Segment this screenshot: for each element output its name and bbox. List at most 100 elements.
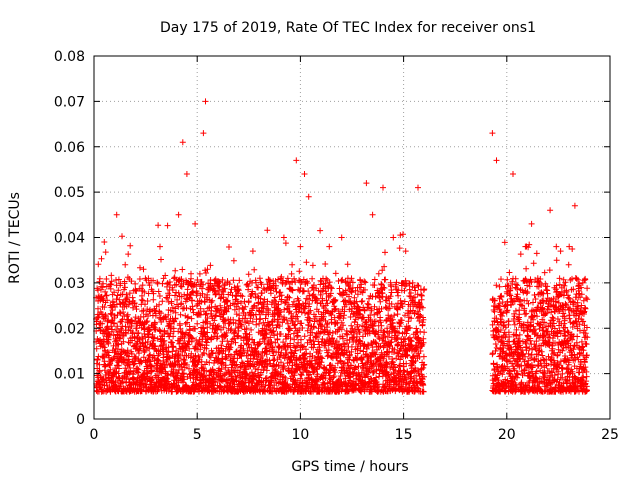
roti-point <box>249 361 256 368</box>
x-tick-label: 5 <box>193 427 202 443</box>
y-tick-label: 0.08 <box>54 49 85 65</box>
roti-point <box>208 334 215 341</box>
roti-point <box>584 334 591 341</box>
roti-point <box>231 284 238 291</box>
roti-point <box>243 325 250 332</box>
roti-point <box>130 298 137 304</box>
grid-layer <box>94 56 610 419</box>
roti-point <box>280 234 287 241</box>
x-tick-label: 10 <box>291 427 309 443</box>
x-tick-label: 25 <box>601 427 619 443</box>
roti-point <box>268 338 275 345</box>
roti-point <box>553 243 560 250</box>
roti-point <box>363 180 370 187</box>
y-tick-label: 0.05 <box>54 185 85 201</box>
roti-point <box>559 302 566 309</box>
roti-point <box>285 320 291 327</box>
roti-point <box>516 307 523 314</box>
roti-point <box>489 130 496 137</box>
y-tick-label: 0.02 <box>54 321 85 337</box>
roti-point <box>380 184 386 191</box>
y-tick-label: 0.03 <box>54 276 85 292</box>
x-tick-label: 15 <box>395 427 413 443</box>
roti-point <box>134 320 141 327</box>
roti-point <box>402 248 409 255</box>
roti-point <box>192 220 199 227</box>
roti-point <box>344 275 351 282</box>
roti-point <box>313 334 320 341</box>
roti-point <box>101 239 108 245</box>
roti-point <box>390 234 397 241</box>
y-tick-label: 0.01 <box>54 367 85 383</box>
x-tick-label: 0 <box>90 427 99 443</box>
roti-point <box>117 329 124 336</box>
roti-point <box>571 202 578 209</box>
roti-point <box>534 275 541 282</box>
roti-point <box>150 352 157 359</box>
roti-point <box>163 316 170 323</box>
roti-point <box>179 139 186 146</box>
roti-point <box>95 298 102 304</box>
plot-frame <box>93 55 611 420</box>
roti-point <box>212 288 219 295</box>
roti-point <box>274 316 281 323</box>
roti-point-cloud <box>93 222 591 395</box>
roti-point <box>503 288 510 295</box>
roti-point <box>113 211 120 218</box>
chart-title: Day 175 of 2019, Rate Of TEC Index for r… <box>160 20 536 36</box>
roti-point <box>320 316 327 323</box>
roti-point <box>97 320 104 327</box>
y-axis-label: ROTI / TECUs <box>7 192 23 284</box>
roti-point <box>309 284 316 291</box>
roti-point <box>105 352 112 359</box>
axis-layer: 0 0.01 0.02 0.03 0.04 0.05 0.06 0.07 0.08 0 5 10 15 2… <box>54 49 619 443</box>
roti-point <box>421 361 428 368</box>
roti-point <box>493 157 500 164</box>
roti-point <box>219 347 225 354</box>
y-tick-label: 0.06 <box>54 140 85 156</box>
x-tick-label: 20 <box>498 427 516 443</box>
roti-point <box>196 311 203 318</box>
roti-point <box>183 171 190 177</box>
roti-point <box>169 343 176 350</box>
roti-point <box>541 311 547 318</box>
roti-point <box>122 284 128 291</box>
roti-point <box>338 234 345 241</box>
roti-point <box>126 361 133 368</box>
roti-point <box>200 130 207 137</box>
roti-point <box>293 157 300 164</box>
roti-point <box>144 338 151 345</box>
roti-point <box>326 243 333 250</box>
roti-point <box>351 334 358 341</box>
roti-point <box>565 261 572 268</box>
roti-point <box>547 207 554 214</box>
roti-point <box>237 352 244 359</box>
roti-point <box>202 98 209 105</box>
roti-point <box>510 171 516 177</box>
roti-point <box>297 243 304 250</box>
roti-point <box>415 184 421 191</box>
roti-point <box>396 320 403 327</box>
roti-point <box>262 334 269 341</box>
roti-point <box>175 211 182 218</box>
y-tick-label: 0.04 <box>54 231 85 247</box>
roti-point <box>578 307 585 314</box>
roti-point <box>204 266 211 273</box>
roti-point <box>332 320 339 327</box>
roti-point <box>289 261 296 268</box>
x-axis-label: GPS time / hours <box>291 459 408 475</box>
roti-point <box>225 316 232 323</box>
y-tick-label: 0 <box>76 412 85 428</box>
data-points <box>93 98 591 395</box>
roti-point <box>157 243 163 250</box>
roti-point <box>522 243 529 250</box>
roti-point <box>408 298 415 304</box>
roti-point <box>528 220 535 227</box>
roti-point <box>188 270 194 277</box>
roti-point <box>109 307 116 314</box>
roti-point <box>384 325 391 332</box>
roti-point <box>140 266 147 273</box>
roti-point <box>497 316 504 323</box>
roti-point <box>305 193 312 200</box>
